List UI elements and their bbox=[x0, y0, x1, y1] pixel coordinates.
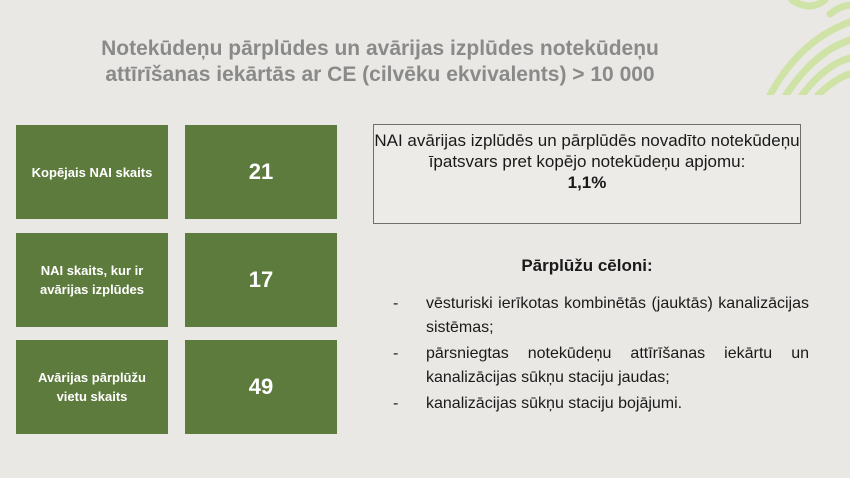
page-title-line-1: Notekūdeņu pārplūdes un avārijas izplūde… bbox=[101, 37, 659, 60]
list-item: - vēsturiski ierīkotas kombinētās (jaukt… bbox=[393, 292, 809, 340]
stat-value-text: 49 bbox=[248, 374, 274, 399]
stat-value-total-nai: 21 bbox=[185, 125, 337, 219]
stat-value-overflow-points: 49 bbox=[185, 340, 337, 434]
stat-label-total-nai: Kopējais NAI skaits bbox=[16, 125, 168, 219]
causes-list: - vēsturiski ierīkotas kombinētās (jaukt… bbox=[393, 292, 809, 418]
share-info-box: NAI avārijas izplūdēs un pārplūdēs novad… bbox=[373, 124, 801, 224]
list-item: - kanalizācijas sūkņu staciju bojājumi. bbox=[393, 392, 809, 416]
stat-label-nai-with-outflows: NAI skaits, kur ir avārijas izplūdes bbox=[16, 233, 168, 327]
decorative-stripes-icon bbox=[766, 0, 850, 95]
list-item-text: kanalizācijas sūkņu staciju bojājumi. bbox=[426, 395, 683, 412]
share-description: NAI avārijas izplūdēs un pārplūdēs novad… bbox=[374, 131, 800, 171]
stat-label-overflow-points: Avārijas pārplūžu vietu skaits bbox=[16, 340, 168, 434]
stat-label-text: NAI skaits, kur ir avārijas izplūdes bbox=[39, 263, 145, 297]
stat-label-text: Avārijas pārplūžu vietu skaits bbox=[38, 370, 146, 404]
list-item: - pārsniegtas notekūdeņu attīrīšanas iek… bbox=[393, 342, 809, 390]
stat-value-nai-with-outflows: 17 bbox=[185, 233, 337, 327]
bullet-dash: - bbox=[393, 345, 399, 362]
stat-value-text: 21 bbox=[248, 159, 274, 184]
page-title: Notekūdeņu pārplūdes un avārijas izplūde… bbox=[30, 36, 730, 88]
list-item-text: vēsturiski ierīkotas kombinētās (jauktās… bbox=[426, 295, 809, 336]
bullet-dash: - bbox=[393, 295, 399, 312]
stat-label-text: Kopējais NAI skaits bbox=[31, 164, 153, 180]
share-value: 1,1% bbox=[567, 173, 607, 192]
bullet-dash: - bbox=[393, 395, 399, 412]
list-item-text: pārsniegtas notekūdeņu attīrīšanas iekār… bbox=[426, 345, 809, 386]
page-title-line-2: attīrīšanas iekārtās ar CE (cilvēku ekvi… bbox=[105, 63, 655, 86]
stat-value-text: 17 bbox=[248, 267, 274, 292]
causes-heading: Pārplūžu cēloni: bbox=[521, 256, 653, 275]
